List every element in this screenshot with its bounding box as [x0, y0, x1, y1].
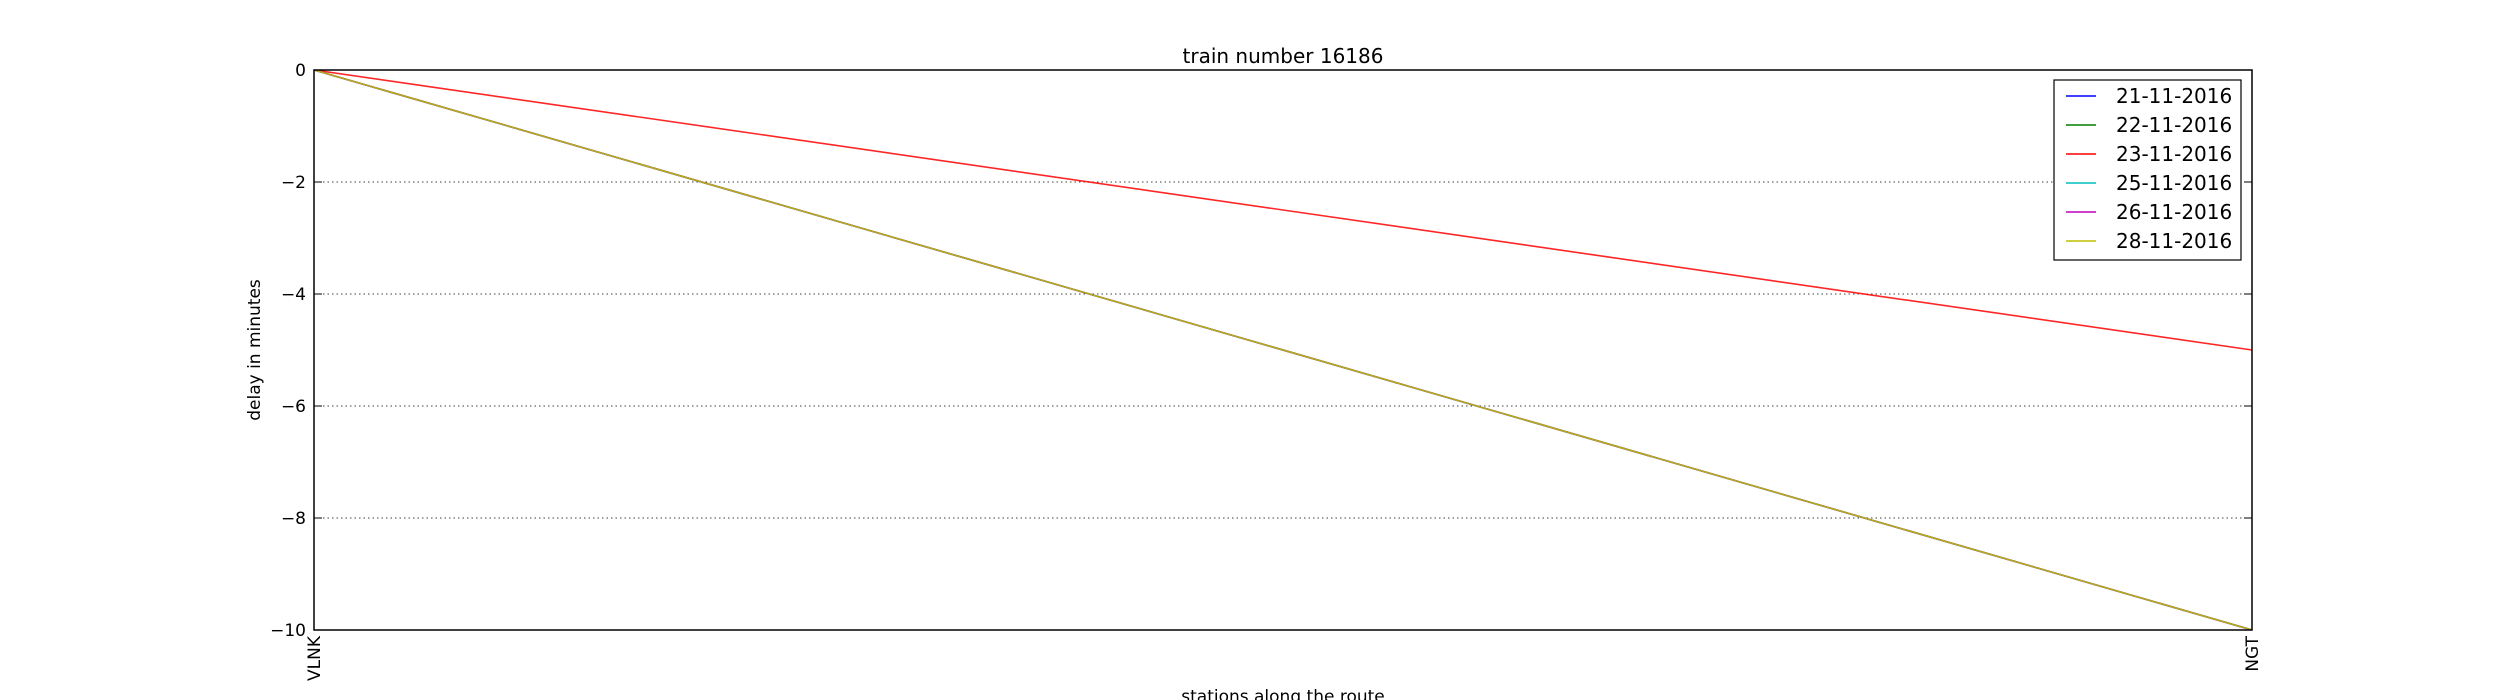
- legend-label: 26-11-2016: [2116, 200, 2232, 224]
- plot-frame: [313, 69, 2253, 631]
- legend-label: 28-11-2016: [2116, 229, 2232, 253]
- y-tick-label: 0: [295, 61, 306, 81]
- grid-lines: [314, 181, 2252, 519]
- series-lines: [313, 69, 2253, 631]
- y-tick-label: −10: [270, 621, 306, 641]
- legend-label: 21-11-2016: [2116, 84, 2232, 108]
- y-tick-label: −8: [281, 509, 306, 529]
- legend-label: 25-11-2016: [2116, 171, 2232, 195]
- chart-title: train number 16186: [1183, 44, 1384, 68]
- x-axis-title: stations along the route: [1181, 687, 1385, 700]
- x-tick-label: NGT: [2243, 635, 2263, 671]
- legend: 21-11-2016 22-11-2016 23-11-2016 25-11-2016…: [2053, 79, 2242, 261]
- series-line: [313, 69, 2253, 631]
- legend-label: 23-11-2016: [2116, 142, 2232, 166]
- x-tick-label: VLNK: [305, 635, 325, 681]
- y-tick-label: −4: [281, 285, 306, 305]
- y-axis-title: delay in minutes: [245, 279, 265, 421]
- legend-items: 21-11-2016 22-11-2016 23-11-2016 25-11-2016…: [2066, 84, 2232, 253]
- y-axis-ticks: 0 −2 −4 −6 −8 −10: [270, 61, 2252, 641]
- x-axis-ticks: VLNK NGT: [305, 622, 2263, 681]
- legend-label: 22-11-2016: [2116, 113, 2232, 137]
- series-line: [313, 69, 2253, 351]
- y-tick-label: −2: [281, 173, 306, 193]
- y-tick-label: −6: [281, 397, 306, 417]
- legend-box: [2053, 79, 2242, 261]
